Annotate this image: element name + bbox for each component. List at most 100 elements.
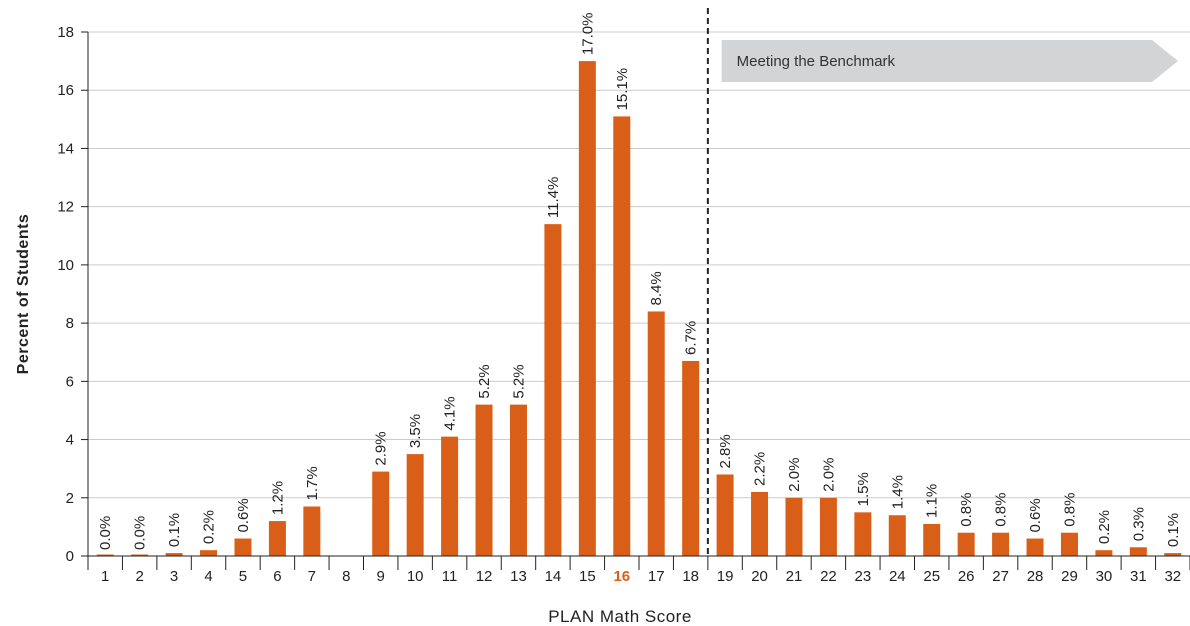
bar [716, 474, 734, 556]
x-tick-label: 8 [342, 568, 350, 585]
x-tick-label: 23 [855, 568, 872, 585]
x-tick-label: 3 [170, 568, 178, 585]
bar [578, 61, 596, 556]
x-tick-label: 29 [1061, 568, 1078, 585]
bar [131, 554, 149, 556]
bar [854, 512, 872, 556]
bar [888, 515, 906, 556]
x-tick-label: 26 [958, 568, 975, 585]
data-label: 0.1% [166, 513, 183, 547]
x-tick-label: 7 [308, 568, 316, 585]
data-labels: 0.0% 0.0% 0.1% 0.2% 0.6% 1.2% 1.7% 2.9% 3.5% 4.1%… [97, 13, 1182, 550]
bar [544, 224, 562, 556]
bar [1164, 553, 1182, 556]
bar [165, 553, 183, 556]
x-tick-label: 11 [442, 568, 458, 585]
y-tick-label: 18 [57, 24, 74, 41]
x-tick-label: 18 [682, 568, 699, 585]
benchmark-annotation: Meeting the Benchmark [737, 53, 896, 70]
bar [819, 497, 837, 556]
data-label: 0.0% [132, 516, 149, 550]
bar [441, 436, 459, 556]
y-tick-label: 8 [66, 315, 74, 332]
data-label: 0.6% [1027, 498, 1044, 532]
x-tick-label: 32 [1164, 568, 1181, 585]
data-label: 2.9% [373, 431, 390, 465]
bar [1129, 547, 1147, 556]
data-label: 2.0% [820, 458, 837, 492]
bar [303, 506, 321, 556]
y-ticks: 0 2 4 6 8 10 12 14 16 18 [57, 24, 88, 565]
bar [957, 532, 975, 556]
data-label: 0.2% [201, 510, 218, 544]
bar [475, 404, 493, 556]
bar [992, 532, 1010, 556]
y-tick-label: 12 [57, 199, 74, 216]
x-tick-label: 27 [992, 568, 1009, 585]
data-label: 1.2% [269, 481, 286, 515]
data-label: 1.4% [889, 475, 906, 509]
x-tick-label: 6 [273, 568, 281, 585]
x-tick-label: 24 [889, 568, 906, 585]
bar [372, 471, 390, 556]
bar [234, 538, 252, 556]
gridlines [88, 31, 1190, 499]
data-label: 2.0% [786, 458, 803, 492]
data-label: 0.0% [97, 516, 114, 550]
data-label: 5.2% [510, 364, 527, 398]
data-label: 0.8% [958, 493, 975, 527]
bar [200, 550, 218, 556]
bar [268, 521, 286, 556]
axes [87, 32, 1190, 570]
x-tick-label: 28 [1027, 568, 1044, 585]
bar [96, 554, 114, 556]
data-label: 0.1% [1165, 513, 1182, 547]
data-label: 0.8% [1061, 493, 1078, 527]
y-tick-label: 0 [66, 548, 74, 565]
x-tick-label: 10 [407, 568, 424, 585]
data-label: 1.7% [304, 466, 321, 500]
x-tick-label: 4 [204, 568, 212, 585]
x-tick-label: 25 [923, 568, 940, 585]
y-tick-label: 6 [66, 373, 74, 390]
bar [509, 404, 527, 556]
data-label: 0.3% [1130, 507, 1147, 541]
data-label: 2.8% [717, 434, 734, 468]
data-label: 11.4% [545, 177, 562, 218]
x-tick-label: 14 [545, 568, 562, 585]
data-label: 1.1% [924, 484, 941, 518]
data-label: 0.2% [1096, 510, 1113, 544]
x-tick-label: 22 [820, 568, 837, 585]
benchmark-arrow [721, 40, 1178, 82]
data-label: 2.2% [752, 452, 769, 486]
x-tick-label: 20 [751, 568, 768, 585]
x-tick-label: 21 [786, 568, 803, 585]
x-ticks: 1 2 3 4 5 6 7 8 9 10 11 12 13 14 15 16 17 18 19 20 21 22 23 24 2… [87, 556, 1190, 585]
y-tick-label: 2 [66, 490, 74, 507]
y-tick-label: 10 [57, 257, 74, 274]
x-tick-label: 13 [510, 568, 527, 585]
x-tick-label: 1 [101, 568, 109, 585]
y-axis-title: Percent of Students [15, 214, 32, 375]
bar [647, 311, 665, 556]
data-label: 4.1% [442, 396, 459, 430]
bar [923, 523, 941, 556]
bars [96, 61, 1182, 556]
bar [682, 360, 700, 556]
bar [1095, 550, 1113, 556]
bar [1060, 532, 1078, 556]
data-label: 0.8% [993, 493, 1010, 527]
bar [751, 491, 769, 556]
x-tick-label-highlight: 16 [613, 568, 630, 585]
bar [1026, 538, 1044, 556]
data-label: 8.4% [648, 271, 665, 305]
y-tick-label: 4 [66, 432, 74, 449]
x-axis-title: PLAN Math Score [548, 607, 692, 626]
data-label: 5.2% [476, 364, 493, 398]
data-label: 6.7% [683, 321, 700, 355]
x-tick-label: 15 [579, 568, 596, 585]
x-tick-label: 17 [648, 568, 665, 585]
data-label: 0.6% [235, 498, 252, 532]
x-tick-label: 12 [476, 568, 493, 585]
